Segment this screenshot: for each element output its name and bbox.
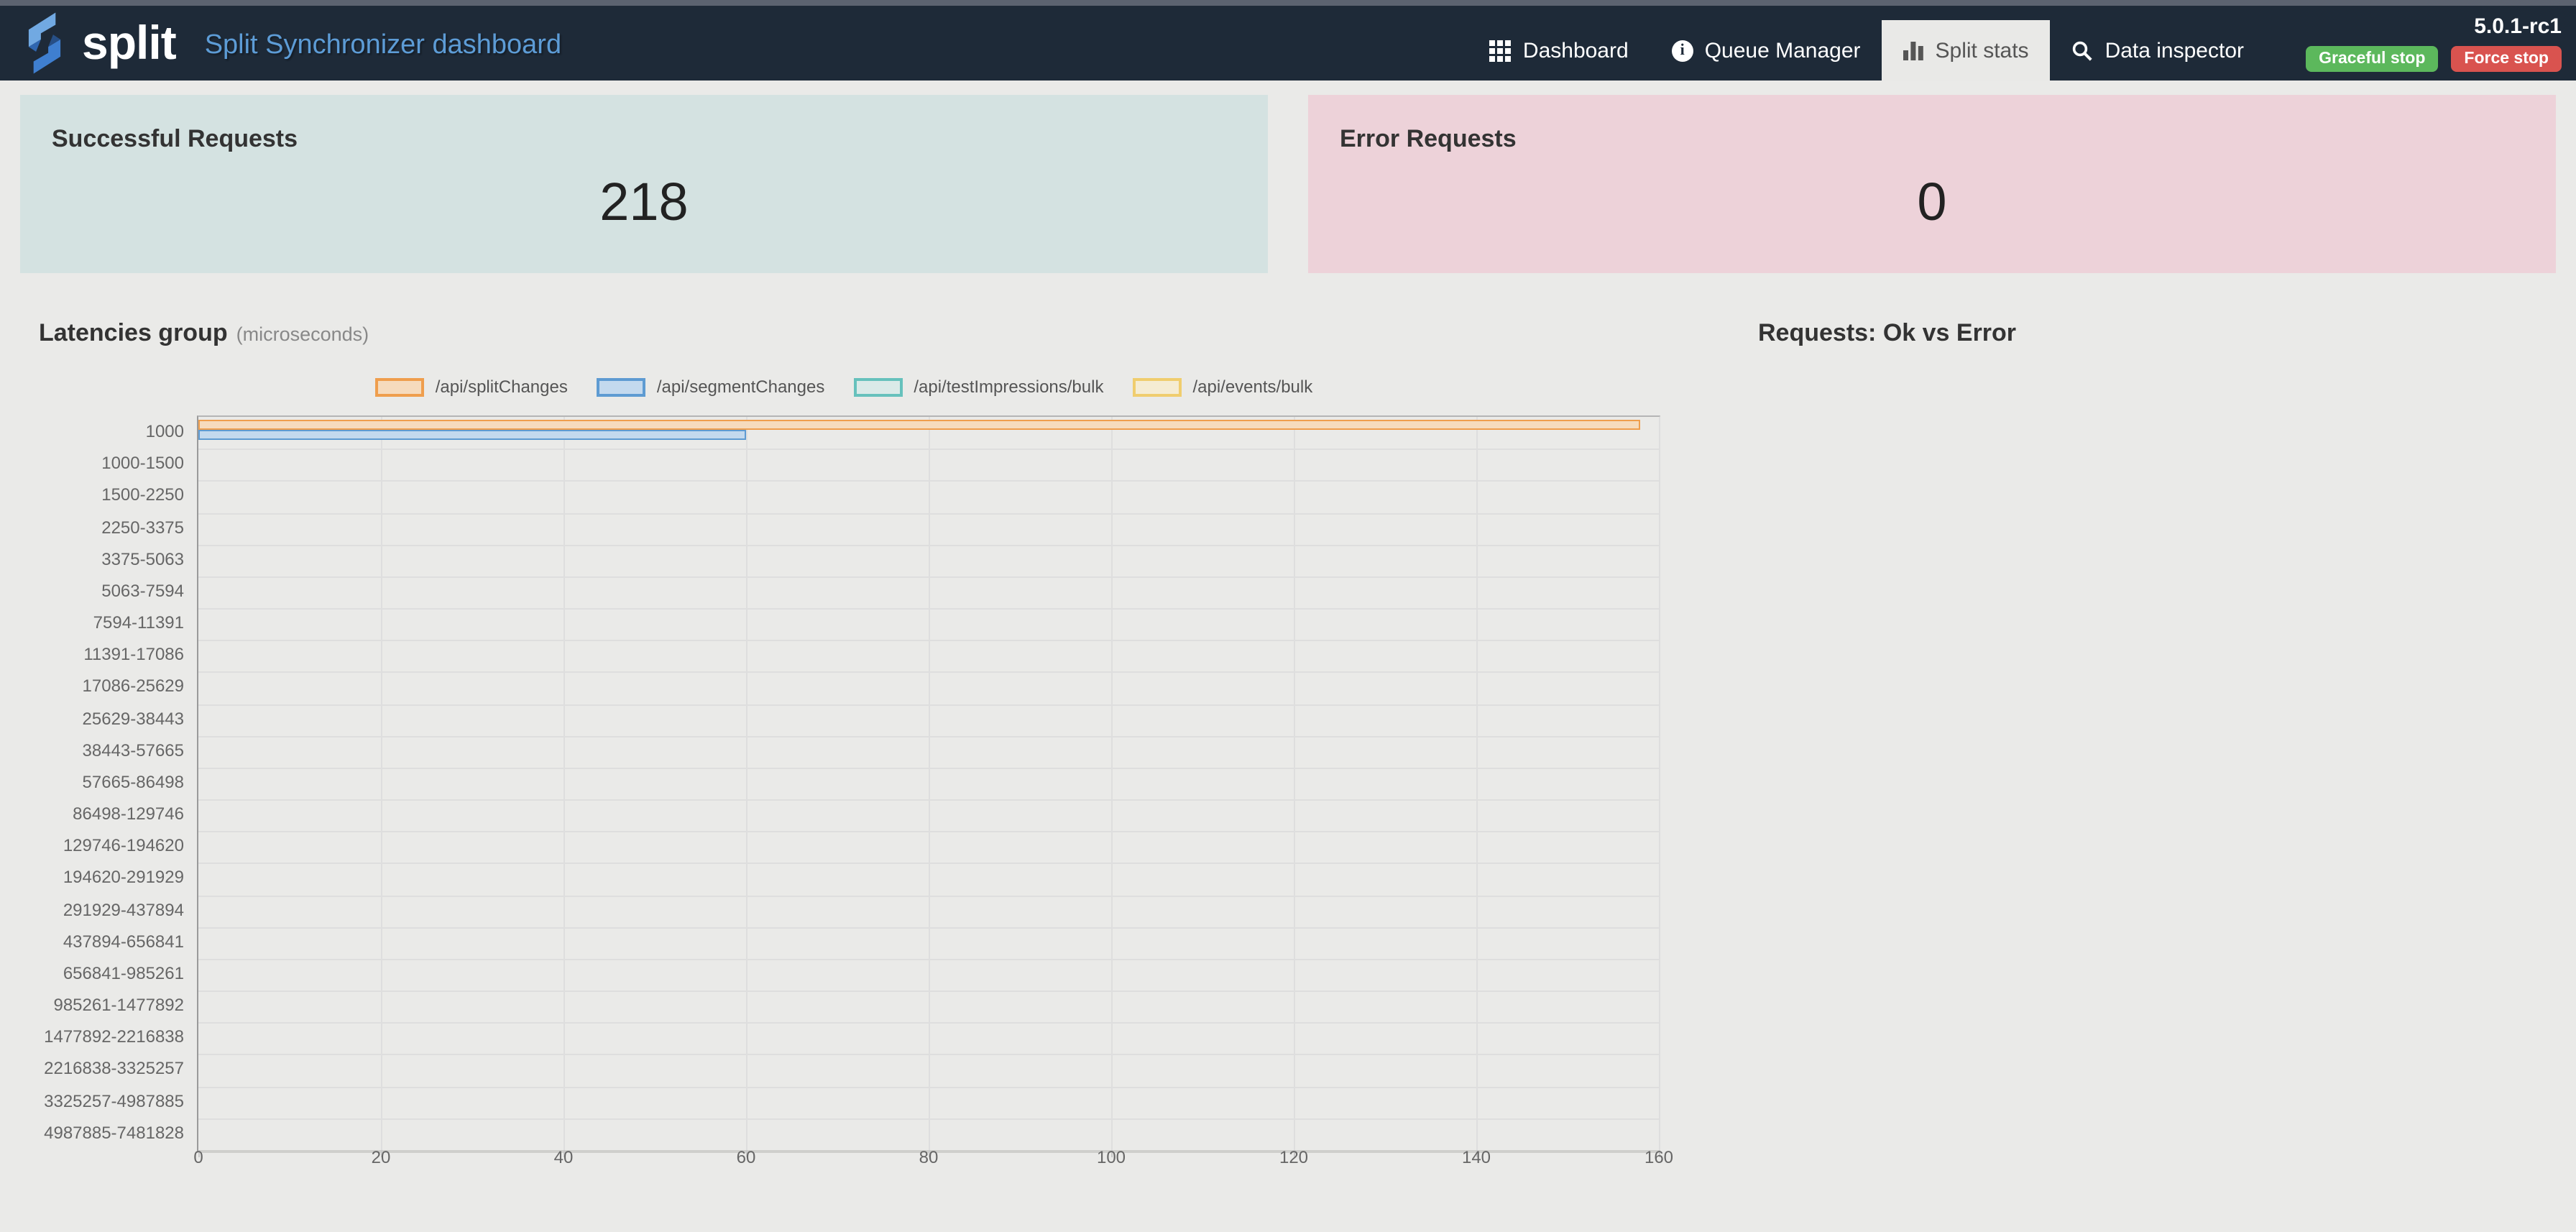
requests-section-title: Requests: Ok vs Error <box>1758 319 2017 346</box>
chart-legend: /api/splitChanges/api/segmentChanges/api… <box>20 377 1668 397</box>
chart-y-tick-label: 4987885-7481828 <box>44 1122 184 1143</box>
chart-x-tick-label: 120 <box>1279 1147 1309 1167</box>
chart-y-tick-label: 1000-1500 <box>101 453 184 474</box>
chart-y-tick-label: 38443-57665 <box>82 740 184 760</box>
chart-y-tick-label: 1500-2250 <box>101 484 184 505</box>
chart-x-gridline <box>564 417 565 1150</box>
chart-y-tick-label: 2216838-3325257 <box>44 1058 184 1079</box>
legend-label: /api/testImpressions/bulk <box>914 377 1104 397</box>
chart-x-tickmark <box>1476 1150 1478 1157</box>
successful-requests-card: Successful Requests 218 <box>20 95 1268 273</box>
chart-x-tick-label: 0 <box>193 1147 203 1167</box>
graceful-stop-button[interactable]: Graceful stop <box>2306 46 2439 72</box>
version-label: 5.0.1-rc1 <box>2474 14 2562 39</box>
brand-name: split <box>82 16 177 69</box>
search-icon <box>2072 40 2094 61</box>
chart-x-gridline <box>381 417 382 1150</box>
chart-y-tick-label: 656841-985261 <box>63 962 184 983</box>
chart-y-tick-label: 3375-5063 <box>101 548 184 569</box>
chart-x-tickmark <box>1111 1150 1113 1157</box>
nav-item-data-inspector[interactable]: Data inspector <box>2051 20 2266 81</box>
chart-y-tick-label: 17086-25629 <box>82 676 184 697</box>
chart-x-tick-label: 20 <box>371 1147 391 1167</box>
split-logo-icon <box>20 10 69 76</box>
legend-swatch <box>1132 377 1182 396</box>
chart-y-tick-label: 985261-1477892 <box>53 995 184 1016</box>
latency-bar <box>198 430 746 440</box>
chart-x-tick-label: 100 <box>1096 1147 1126 1167</box>
legend-item: /api/testImpressions/bulk <box>853 377 1103 397</box>
chart-y-tick-label: 1477892-2216838 <box>44 1026 184 1047</box>
chart-x-gridline <box>746 417 748 1150</box>
chart-x-gridline <box>1476 417 1478 1150</box>
force-stop-button[interactable]: Force stop <box>2451 46 2562 72</box>
navbar: split Split Synchronizer dashboard Dashb… <box>0 6 2576 81</box>
nav-item-label: Queue Manager <box>1704 38 1861 63</box>
chart-x-tick-label: 40 <box>553 1147 574 1167</box>
chart-y-tick-label: 2250-3375 <box>101 517 184 538</box>
latencies-section-title: Latencies group (microseconds) <box>39 319 369 346</box>
info-icon: i <box>1671 40 1693 61</box>
chart-x-tickmark <box>929 1150 930 1157</box>
nav-right: 5.0.1-rc1 Graceful stop Force stop <box>2306 14 2562 72</box>
chart-y-tick-label: 57665-86498 <box>82 771 184 792</box>
nav-item-label: Dashboard <box>1522 38 1629 63</box>
latencies-section-subtitle: (microseconds) <box>236 323 369 345</box>
legend-label: /api/events/bulk <box>1192 377 1313 397</box>
chart-x-tick-label: 60 <box>736 1147 756 1167</box>
chart-x-tickmark <box>381 1150 382 1157</box>
nav-items: Dashboard i Queue Manager Split stats <box>1468 6 2266 81</box>
chart-x-tick-label: 80 <box>919 1147 939 1167</box>
nav-item-split-stats[interactable]: Split stats <box>1882 20 2051 81</box>
nav-item-label: Data inspector <box>2104 38 2244 63</box>
legend-item: /api/events/bulk <box>1132 377 1312 397</box>
legend-label: /api/segmentChanges <box>656 377 825 397</box>
legend-label: /api/splitChanges <box>435 377 568 397</box>
successful-requests-value: 218 <box>599 173 689 231</box>
latency-bar <box>198 420 1641 430</box>
nav-item-queue-manager[interactable]: i Queue Manager <box>1650 20 1882 81</box>
chart-x-tickmark <box>746 1150 748 1157</box>
chart-x-tick-label: 160 <box>1644 1147 1674 1167</box>
chart-y-tick-label: 86498-129746 <box>73 804 184 824</box>
chart-y-tick-label: 25629-38443 <box>82 708 184 729</box>
chart-x-tickmark <box>564 1150 565 1157</box>
bar-chart-icon <box>1903 41 1924 60</box>
brand[interactable]: split Split Synchronizer dashboard <box>20 10 561 76</box>
chart-y-tick-label: 5063-7594 <box>101 580 184 601</box>
chart-y-tick-label: 194620-291929 <box>63 867 184 888</box>
legend-item: /api/splitChanges <box>374 377 568 397</box>
chart-y-tick-label: 291929-437894 <box>63 899 184 920</box>
chart-x-tick-label: 140 <box>1461 1147 1491 1167</box>
successful-requests-title: Successful Requests <box>52 125 298 152</box>
legend-swatch <box>374 377 424 396</box>
nav-item-label: Split stats <box>1935 38 2029 63</box>
nav-item-dashboard[interactable]: Dashboard <box>1468 20 1650 81</box>
chart-y-tick-label: 3325257-4987885 <box>44 1090 184 1111</box>
legend-swatch <box>596 377 645 396</box>
chart-x-gridline <box>1294 417 1295 1150</box>
grid-icon <box>1489 40 1512 61</box>
chart-y-tick-label: 7594-11391 <box>93 612 184 633</box>
error-requests-card: Error Requests 0 <box>1308 95 2556 273</box>
legend-swatch <box>853 377 903 396</box>
top-strip <box>0 0 2576 6</box>
brand-subtitle: Split Synchronizer dashboard <box>204 29 562 60</box>
chart-y-tick-label: 437894-656841 <box>63 931 184 952</box>
chart-y-tick-label: 129746-194620 <box>63 835 184 856</box>
chart-x-tickmark <box>1659 1150 1660 1157</box>
chart-y-tick-label: 1000 <box>145 421 184 441</box>
chart-x-gridline <box>1659 417 1660 1150</box>
error-requests-title: Error Requests <box>1340 125 1517 152</box>
chart-y-tick-label: 11391-17086 <box>83 644 184 665</box>
latency-chart-plot: 0 20 40 60 80 100 120 140 160 <box>193 415 1673 1167</box>
error-requests-value: 0 <box>1917 173 1947 231</box>
chart-x-gridline <box>1111 417 1113 1150</box>
chart-x-tickmark <box>198 1150 200 1157</box>
legend-item: /api/segmentChanges <box>596 377 825 397</box>
chart-x-gridline <box>929 417 930 1150</box>
chart-x-tickmark <box>1294 1150 1295 1157</box>
